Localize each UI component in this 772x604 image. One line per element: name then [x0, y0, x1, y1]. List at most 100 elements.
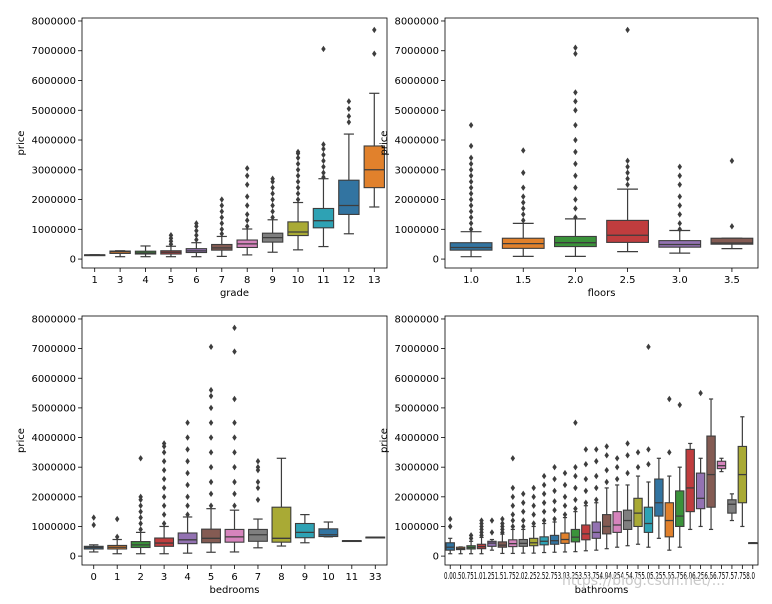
box-body [581, 524, 591, 541]
y-tick-label: 2000000 [31, 492, 76, 503]
bathrooms-price-boxplot: 0 1000000 2000000 3000000 4000000 5000000 6000… [379, 314, 759, 596]
outlier-point [114, 533, 120, 541]
outlier-point [698, 389, 703, 397]
outlier-point [468, 202, 474, 209]
outlier-point [468, 220, 474, 227]
box-bathrooms-3.0 [560, 469, 570, 553]
y-tick-label: 4000000 [31, 136, 76, 147]
box-body [287, 221, 309, 237]
outlier-point [531, 502, 536, 509]
box-grade-11 [312, 45, 335, 248]
outlier-point [552, 475, 557, 483]
outlier-point [573, 214, 578, 221]
outlier-point [541, 517, 547, 524]
outlier-point [677, 172, 682, 179]
outlier-point [531, 484, 536, 492]
x-tick-label: 8 [278, 572, 284, 583]
outlier-point [646, 446, 651, 453]
box-body [549, 534, 560, 545]
outlier-point [168, 232, 174, 239]
y-tick-label: 6000000 [394, 374, 439, 385]
outlier-point [625, 157, 630, 165]
outlier-point [521, 517, 526, 524]
outlier-point [510, 523, 516, 530]
box-body [606, 219, 650, 243]
outlier-point [552, 506, 557, 514]
outlier-point [161, 449, 167, 456]
outlier-point [208, 434, 214, 441]
outlier-point [573, 484, 578, 492]
y-tick-label: 2000000 [394, 492, 439, 503]
outlier-point [321, 169, 326, 176]
outlier-point [208, 463, 214, 471]
box-body [224, 528, 245, 543]
y-tick-label: 0 [433, 255, 439, 266]
outlier-point [208, 490, 214, 498]
outlier-point [161, 511, 167, 518]
box-floors-1.5 [501, 147, 545, 257]
outlier-point [270, 184, 275, 191]
outlier-point [541, 490, 547, 498]
outlier-point [677, 226, 682, 233]
outlier-point [321, 141, 326, 148]
box-bathrooms-3.5 [581, 446, 591, 552]
box-bedrooms-0 [83, 514, 104, 553]
outlier-point [255, 484, 261, 492]
outlier-point [541, 472, 547, 480]
outlier-point [521, 184, 526, 191]
outlier-point [521, 199, 526, 206]
outlier-point [194, 220, 199, 227]
x-tick-label: 33 [369, 572, 382, 583]
box-body [727, 499, 737, 514]
outlier-point [468, 226, 474, 233]
outlier-point [552, 515, 557, 523]
box-body [487, 540, 497, 547]
outlier-point [321, 45, 326, 53]
outlier-point [295, 178, 301, 185]
box-body [560, 532, 570, 544]
y-tick-label: 2000000 [31, 195, 76, 206]
outlier-point [468, 166, 474, 173]
x-tick-label: 6 [193, 275, 199, 286]
outlier-point [614, 455, 620, 462]
outlier-point [219, 196, 225, 203]
outlier-point [232, 419, 237, 426]
outlier-point [468, 184, 474, 191]
outlier-point [573, 205, 578, 212]
outlier-point [346, 105, 352, 112]
box-bathrooms-5.75 [675, 401, 685, 548]
outlier-point [244, 165, 250, 172]
outlier-point [219, 220, 225, 227]
x-tick-label: 2 [137, 572, 143, 583]
box-body [685, 448, 695, 513]
watermark: https://blog.csdn.net/... [562, 573, 725, 589]
outlier-point [562, 511, 568, 518]
x-axis-label: bedrooms [210, 585, 260, 596]
outlier-point [500, 520, 505, 527]
outlier-point [194, 236, 199, 243]
x-tick-label: 1.5 [515, 275, 531, 286]
outlier-point [531, 511, 536, 518]
outlier-point [232, 395, 237, 403]
box-bathrooms-2.5 [539, 472, 549, 554]
y-tick-label: 1000000 [31, 522, 76, 533]
outlier-point [114, 515, 120, 523]
box-bedrooms-33 [365, 536, 386, 539]
outlier-point [255, 458, 261, 465]
outlier-point [521, 211, 526, 218]
box-grade-6 [185, 220, 208, 258]
outlier-point [521, 205, 526, 212]
outlier-point [594, 446, 599, 453]
outlier-point [625, 181, 630, 188]
box-body [633, 497, 643, 528]
x-tick-label: 2.5 [620, 275, 636, 286]
box-bedrooms-2 [130, 455, 151, 555]
box-bedrooms-9 [294, 514, 315, 544]
axes-frame [444, 17, 759, 269]
box-bedrooms-7 [248, 458, 268, 549]
outlier-point [583, 487, 589, 495]
box-body [643, 506, 654, 533]
outlier-point [614, 463, 620, 471]
outlier-point [635, 463, 641, 471]
outlier-point [468, 121, 474, 129]
